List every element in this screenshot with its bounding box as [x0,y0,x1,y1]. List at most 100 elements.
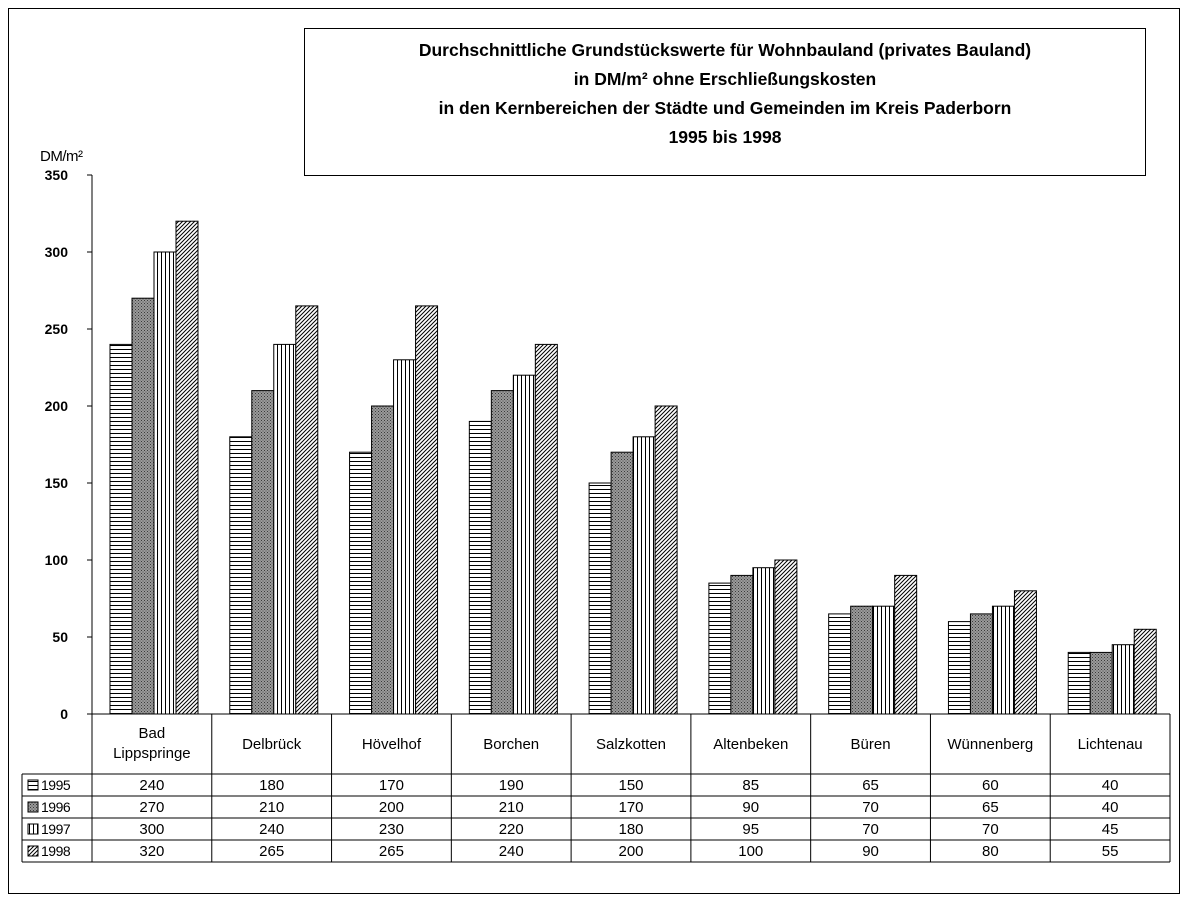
legend-swatch-1996 [27,801,39,813]
bar-1998 [774,559,798,715]
bar-1997 [512,374,536,715]
y-tick-label: 250 [45,321,69,337]
table-value: 210 [259,799,284,816]
legend-label: 1998 [41,843,71,859]
chart-title-line-4: 1995 bis 1998 [668,127,782,147]
bar-1997 [273,343,297,715]
bar-1998 [534,343,558,715]
chart-frame [8,8,1180,894]
chart-title-line-3: in den Kernbereichen der Städte und Geme… [438,98,1012,118]
table-value: 180 [259,777,284,794]
chart-title-box: Durchschnittliche Grundstückswerte für W… [304,28,1146,176]
table-value: 95 [742,821,759,838]
table-value: 220 [499,821,524,838]
table-value: 265 [259,843,284,860]
legend-swatch-1995 [27,779,39,791]
y-tick-label: 200 [45,398,69,414]
bar-1996 [610,451,634,715]
bar-1997 [752,567,776,715]
bar-1998 [1013,590,1037,715]
bar-1995 [828,613,852,715]
bar-1995 [1067,651,1091,715]
table-value: 180 [618,821,643,838]
plot-area: 0 50 100 150 200 250 300 350 Bad Lippspringe Delbr… [21,167,1171,863]
bar-1998 [654,405,678,715]
category-label: Hövelhof [362,736,422,753]
bar-1996 [490,390,514,715]
legend-swatch-1998 [27,845,39,857]
category-label: Büren [851,736,891,753]
bar-1997 [872,605,896,715]
table-value: 200 [379,799,404,816]
table-value: 70 [862,799,879,816]
table-value: 90 [862,843,879,860]
bar-1998 [175,220,199,715]
table-value: 170 [618,799,643,816]
bar-1998 [415,305,439,715]
category-label: Wünnenberg [947,736,1033,753]
legend-swatch-1997 [27,823,39,835]
table-value: 240 [139,777,164,794]
bar-1996 [969,613,993,715]
bar-1995 [468,420,492,715]
table-value: 240 [499,843,524,860]
bar-1997 [632,436,656,715]
y-tick-label: 300 [45,244,69,260]
bar-1995 [588,482,612,715]
table-value: 320 [139,843,164,860]
table-value: 270 [139,799,164,816]
table-value: 40 [1102,799,1119,816]
legend-label: 1996 [41,799,71,815]
table-value: 45 [1102,821,1119,838]
bar-1996 [850,605,874,715]
y-tick-label: 0 [60,706,68,722]
category-label: Delbrück [242,736,302,753]
bar-1995 [229,436,253,715]
table-value: 40 [1102,777,1119,794]
y-tick-label: 50 [52,629,68,645]
category-label: Borchen [483,736,539,753]
table-value: 90 [742,799,759,816]
category-label: Lippspringe [113,745,191,762]
table-value: 70 [982,821,999,838]
table-value: 100 [738,843,763,860]
table-value: 70 [862,821,879,838]
table-value: 65 [982,799,999,816]
table-value: 65 [862,777,879,794]
table-value: 265 [379,843,404,860]
bar-1996 [251,390,275,715]
table-value: 300 [139,821,164,838]
legend-label: 1997 [41,821,71,837]
bar-1997 [991,605,1015,715]
bar-1998 [894,574,918,715]
chart-title-line-1: Durchschnittliche Grundstückswerte für W… [418,40,1032,60]
bar-1996 [1089,651,1113,715]
category-label: Salzkotten [596,736,666,753]
bar-1996 [371,405,395,715]
bar-1996 [730,574,754,715]
bar-1998 [1133,628,1157,715]
category-label: Bad [139,725,166,742]
y-tick-label: 100 [45,552,69,568]
bar-1995 [109,343,133,715]
table-value: 190 [499,777,524,794]
bar-1997 [153,251,177,715]
bar-1997 [1111,644,1135,715]
chart-title-line-2: in DM/m² ohne Erschließungskosten [573,69,877,89]
y-tick-label: 350 [45,167,69,183]
table-value: 150 [618,777,643,794]
table-value: 55 [1102,843,1119,860]
table-value: 240 [259,821,284,838]
bar-1998 [295,305,319,715]
y-axis-unit-label: DM/m² [40,148,83,165]
bar-1997 [393,359,417,715]
category-label: Lichtenau [1078,736,1143,753]
table-value: 210 [499,799,524,816]
bar-1995 [947,621,971,715]
bar-1995 [349,451,373,715]
category-label: Altenbeken [713,736,788,753]
table-value: 60 [982,777,999,794]
bar-1995 [708,582,732,715]
table-value: 80 [982,843,999,860]
